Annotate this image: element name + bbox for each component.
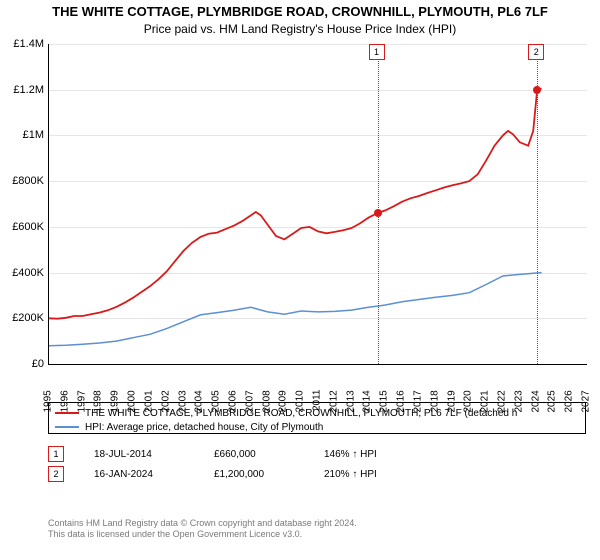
x-tick-label: 2003 bbox=[177, 390, 188, 412]
x-tick-label: 2020 bbox=[463, 390, 474, 412]
x-tick-label: 2027 bbox=[581, 390, 592, 412]
x-tick-label: 1998 bbox=[93, 390, 104, 412]
x-tick-label: 2008 bbox=[261, 390, 272, 412]
x-tick-label: 2016 bbox=[396, 390, 407, 412]
x-tick-label: 2014 bbox=[362, 390, 373, 412]
sale-row: 1 18-JUL-2014£660,000146% ↑ HPI bbox=[48, 444, 377, 464]
sale-marker-box: 1 bbox=[369, 44, 385, 60]
sale-row-date: 18-JUL-2014 bbox=[94, 449, 214, 460]
x-tick-label: 2026 bbox=[564, 390, 575, 412]
x-tick-label: 2015 bbox=[379, 390, 390, 412]
y-tick-label: £0 bbox=[0, 358, 44, 370]
x-tick-label: 1995 bbox=[43, 390, 54, 412]
x-tick-label: 1999 bbox=[110, 390, 121, 412]
y-tick-label: £1.2M bbox=[0, 84, 44, 96]
y-tick-label: £1M bbox=[0, 129, 44, 141]
y-tick-label: £1.4M bbox=[0, 38, 44, 50]
sale-row-price: £1,200,000 bbox=[214, 469, 324, 480]
legend-swatch bbox=[55, 426, 79, 428]
x-tick-label: 2011 bbox=[312, 390, 323, 412]
x-tick-label: 2022 bbox=[496, 390, 507, 412]
x-tick-label: 2019 bbox=[446, 390, 457, 412]
sale-row-ratio: 210% ↑ HPI bbox=[324, 469, 377, 480]
x-tick-label: 2002 bbox=[160, 390, 171, 412]
x-tick-label: 2012 bbox=[328, 390, 339, 412]
sales-table: 1 18-JUL-2014£660,000146% ↑ HPI 2 16-JAN-20… bbox=[48, 444, 377, 484]
attribution-line-1: Contains HM Land Registry data © Crown c… bbox=[48, 518, 357, 529]
x-tick-label: 2017 bbox=[412, 390, 423, 412]
sale-row-ratio: 146% ↑ HPI bbox=[324, 449, 377, 460]
chart-container: THE WHITE COTTAGE, PLYMBRIDGE ROAD, CROW… bbox=[0, 0, 600, 560]
y-tick-label: £400K bbox=[0, 267, 44, 279]
x-tick-label: 2004 bbox=[194, 390, 205, 412]
x-tick-label: 2018 bbox=[429, 390, 440, 412]
x-tick-label: 2021 bbox=[480, 390, 491, 412]
series-hpi_detached_plymouth bbox=[49, 273, 542, 346]
x-tick-label: 2007 bbox=[244, 390, 255, 412]
x-tick-label: 1997 bbox=[76, 390, 87, 412]
sale-row-marker: 1 bbox=[48, 446, 64, 462]
sale-marker-line bbox=[378, 44, 379, 364]
x-tick-label: 2005 bbox=[211, 390, 222, 412]
x-tick-labels: 1995199619971998199920002001200220032004… bbox=[48, 368, 586, 400]
chart-subtitle: Price paid vs. HM Land Registry's House … bbox=[0, 22, 600, 36]
sale-row-date: 16-JAN-2024 bbox=[94, 469, 214, 480]
x-tick-label: 2024 bbox=[530, 390, 541, 412]
series-property_price_trend bbox=[49, 89, 542, 319]
legend-label: HPI: Average price, detached house, City… bbox=[85, 422, 323, 433]
legend-row: HPI: Average price, detached house, City… bbox=[55, 420, 579, 434]
plot-area bbox=[48, 44, 587, 365]
sale-point-dot bbox=[374, 209, 382, 217]
sale-row-price: £660,000 bbox=[214, 449, 324, 460]
x-tick-label: 1996 bbox=[59, 390, 70, 412]
sale-row: 2 16-JAN-2024£1,200,000210% ↑ HPI bbox=[48, 464, 377, 484]
sale-marker-box: 2 bbox=[528, 44, 544, 60]
x-tick-label: 2006 bbox=[227, 390, 238, 412]
x-tick-label: 2009 bbox=[278, 390, 289, 412]
series-svg bbox=[49, 44, 587, 364]
x-tick-label: 2001 bbox=[143, 390, 154, 412]
x-tick-label: 2013 bbox=[345, 390, 356, 412]
y-tick-label: £200K bbox=[0, 312, 44, 324]
x-tick-label: 2023 bbox=[513, 390, 524, 412]
y-tick-label: £600K bbox=[0, 221, 44, 233]
sale-point-dot bbox=[533, 86, 541, 94]
sale-row-marker: 2 bbox=[48, 466, 64, 482]
attribution-line-2: This data is licensed under the Open Gov… bbox=[48, 529, 357, 540]
y-tick-label: £800K bbox=[0, 175, 44, 187]
attribution-text: Contains HM Land Registry data © Crown c… bbox=[48, 518, 357, 541]
chart-title: THE WHITE COTTAGE, PLYMBRIDGE ROAD, CROW… bbox=[0, 4, 600, 19]
x-tick-label: 2025 bbox=[547, 390, 558, 412]
x-tick-label: 2010 bbox=[295, 390, 306, 412]
x-tick-label: 2000 bbox=[127, 390, 138, 412]
